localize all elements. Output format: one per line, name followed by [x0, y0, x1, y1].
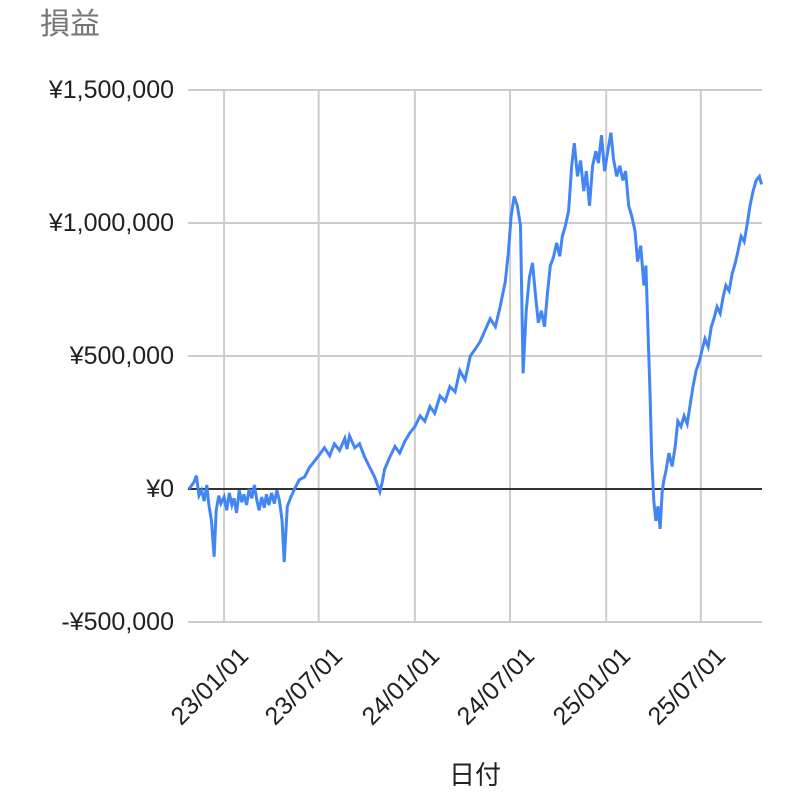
y-axis-label-1500000: ¥1,500,000 — [48, 76, 174, 104]
horizontal-gridlines — [188, 89, 762, 623]
series-line — [187, 132, 763, 563]
y-axis-label-0: ¥0 — [146, 475, 174, 503]
y-axis-label-500000: ¥500,000 — [69, 342, 174, 370]
y-axis-label-1000000: ¥1,000,000 — [48, 209, 174, 237]
x-axis-title: 日付 — [448, 760, 501, 790]
y-axis-label-neg500000: -¥500,000 — [61, 608, 174, 636]
chart-title: 損益 — [40, 8, 100, 41]
